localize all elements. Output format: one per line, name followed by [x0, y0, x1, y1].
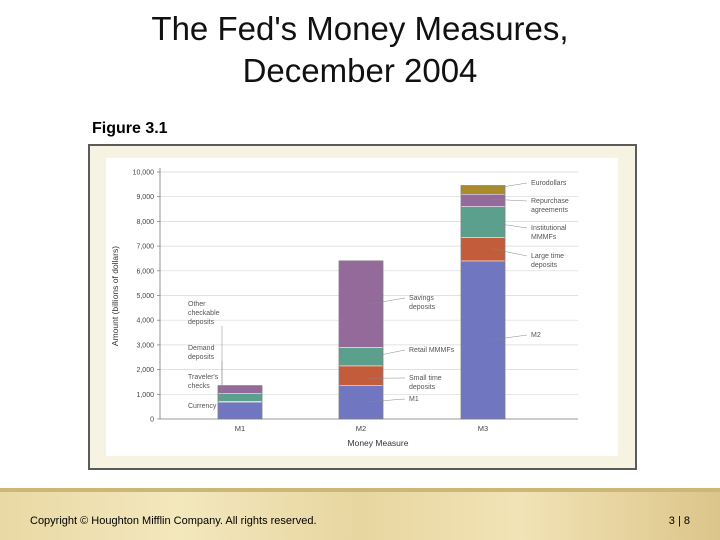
bar-segment-m3-repurchase [460, 193, 506, 207]
annotation-label: Savings [409, 295, 434, 302]
annotation-institutional-mmmfs: Institutional MMMFs [490, 222, 567, 241]
annotation-label: deposits [188, 319, 215, 326]
annotation-label: deposits [188, 354, 215, 361]
annotation-layer: Other checkable deposits Demand deposits Trav… [188, 180, 569, 410]
y-axis-label: Amount (billions of dollars) [110, 246, 120, 346]
annotation-label: checks [188, 383, 210, 390]
annotation-label: Repurchase [531, 198, 569, 205]
annotation-label: Small time [409, 375, 442, 382]
bars-layer [217, 185, 506, 420]
y-tick-label: 5,000 [136, 293, 154, 300]
annotation-label: deposits [409, 304, 436, 311]
leader-line [490, 248, 528, 257]
x-tick-label: M1 [235, 424, 245, 433]
annotation-m1: M1 [368, 396, 419, 403]
annotation-label: M2 [531, 332, 541, 339]
annotation-label: agreements [531, 207, 568, 214]
annotation-small-time-deposits: Small time deposits [368, 375, 442, 391]
y-tick-label: 1,000 [136, 392, 154, 399]
annotation-label: deposits [409, 384, 436, 391]
page-number: 3 | 8 [668, 515, 690, 527]
annotation-label: Traveler's [188, 374, 219, 381]
y-tick-label: 4,000 [136, 318, 154, 325]
leader-line [368, 349, 406, 358]
annotation-label: MMMFs [531, 234, 557, 241]
annotation-label: Other [188, 301, 206, 308]
leader-line [490, 334, 528, 341]
leader-line [368, 398, 406, 402]
x-tick-label: M3 [478, 424, 488, 433]
annotation-label: deposits [531, 262, 558, 269]
annotation-savings-deposits: Savings deposits [368, 295, 436, 311]
annotation-label: Currency [188, 403, 217, 410]
annotation-label: Institutional [531, 225, 567, 232]
y-tick-label: 10,000 [133, 170, 155, 177]
title-line-2: December 2004 [242, 52, 478, 89]
annotation-label: Retail MMMFs [409, 347, 455, 354]
y-tick-label: 7,000 [136, 244, 154, 251]
bar-segment-m3-institutional-mmmf [460, 206, 506, 238]
bar-segment-m3-large-time [460, 237, 506, 262]
copyright-notice: Copyright © Houghton Mifflin Company. Al… [30, 515, 317, 527]
annotation-travelers-checks: Traveler's checks [188, 374, 223, 402]
leader-line [368, 297, 406, 305]
bar-segment-m1-currency [217, 401, 263, 420]
annotation-currency: Currency [188, 403, 223, 410]
figure-label: Figure 3.1 [92, 120, 168, 137]
annotation-retail-mmmfs: Retail MMMFs [368, 347, 455, 358]
leader-line [490, 182, 528, 190]
y-tick-label: 0 [150, 417, 154, 424]
slide-title: The Fed's Money Measures, December 2004 [60, 8, 660, 92]
annotation-label: Large time [531, 253, 564, 260]
leader-line [490, 198, 528, 202]
bar-segment-m2-m1 [338, 385, 384, 420]
annotation-label: checkable [188, 310, 220, 317]
y-tick-label: 3,000 [136, 342, 154, 349]
y-tick-label: 9,000 [136, 194, 154, 201]
y-tick-label: 6,000 [136, 268, 154, 275]
bar-segment-m1-demand-deposits [217, 393, 263, 402]
annotation-label: Demand [188, 345, 215, 352]
leader-line [490, 222, 528, 229]
bar-outline-m2 [338, 260, 384, 420]
annotation-eurodollars: Eurodollars [490, 180, 567, 190]
y-tick-label: 8,000 [136, 219, 154, 226]
bar-segment-m2-retail-mmmf [338, 347, 384, 367]
annotation-large-time-deposits: Large time deposits [490, 248, 564, 269]
bar-segment-m3-m2 [460, 260, 506, 420]
stacked-bar-chart: 0 1,000 2,000 3,000 4,000 5,000 6,000 7,000 8,00… [88, 144, 637, 470]
annotation-m2: M2 [490, 332, 541, 341]
bar-outline-m1 [217, 385, 263, 420]
annotation-label: Eurodollars [531, 180, 567, 187]
footer-band [0, 488, 720, 540]
bar-segment-m2-small-time [338, 365, 384, 386]
annotation-label: M1 [409, 396, 419, 403]
bar-outline-m3 [460, 185, 506, 420]
bar-segment-m2-savings [338, 260, 384, 348]
bar-segment-m1-other-checkable [217, 385, 263, 394]
bar-segment-m3-eurodollars [460, 185, 506, 195]
title-line-1: The Fed's Money Measures, [151, 10, 569, 47]
x-tick-label: M2 [356, 424, 366, 433]
y-tick-label: 2,000 [136, 367, 154, 374]
annotation-repurchase-agreements: Repurchase agreements [490, 198, 569, 214]
x-axis-label: Money Measure [348, 438, 409, 448]
